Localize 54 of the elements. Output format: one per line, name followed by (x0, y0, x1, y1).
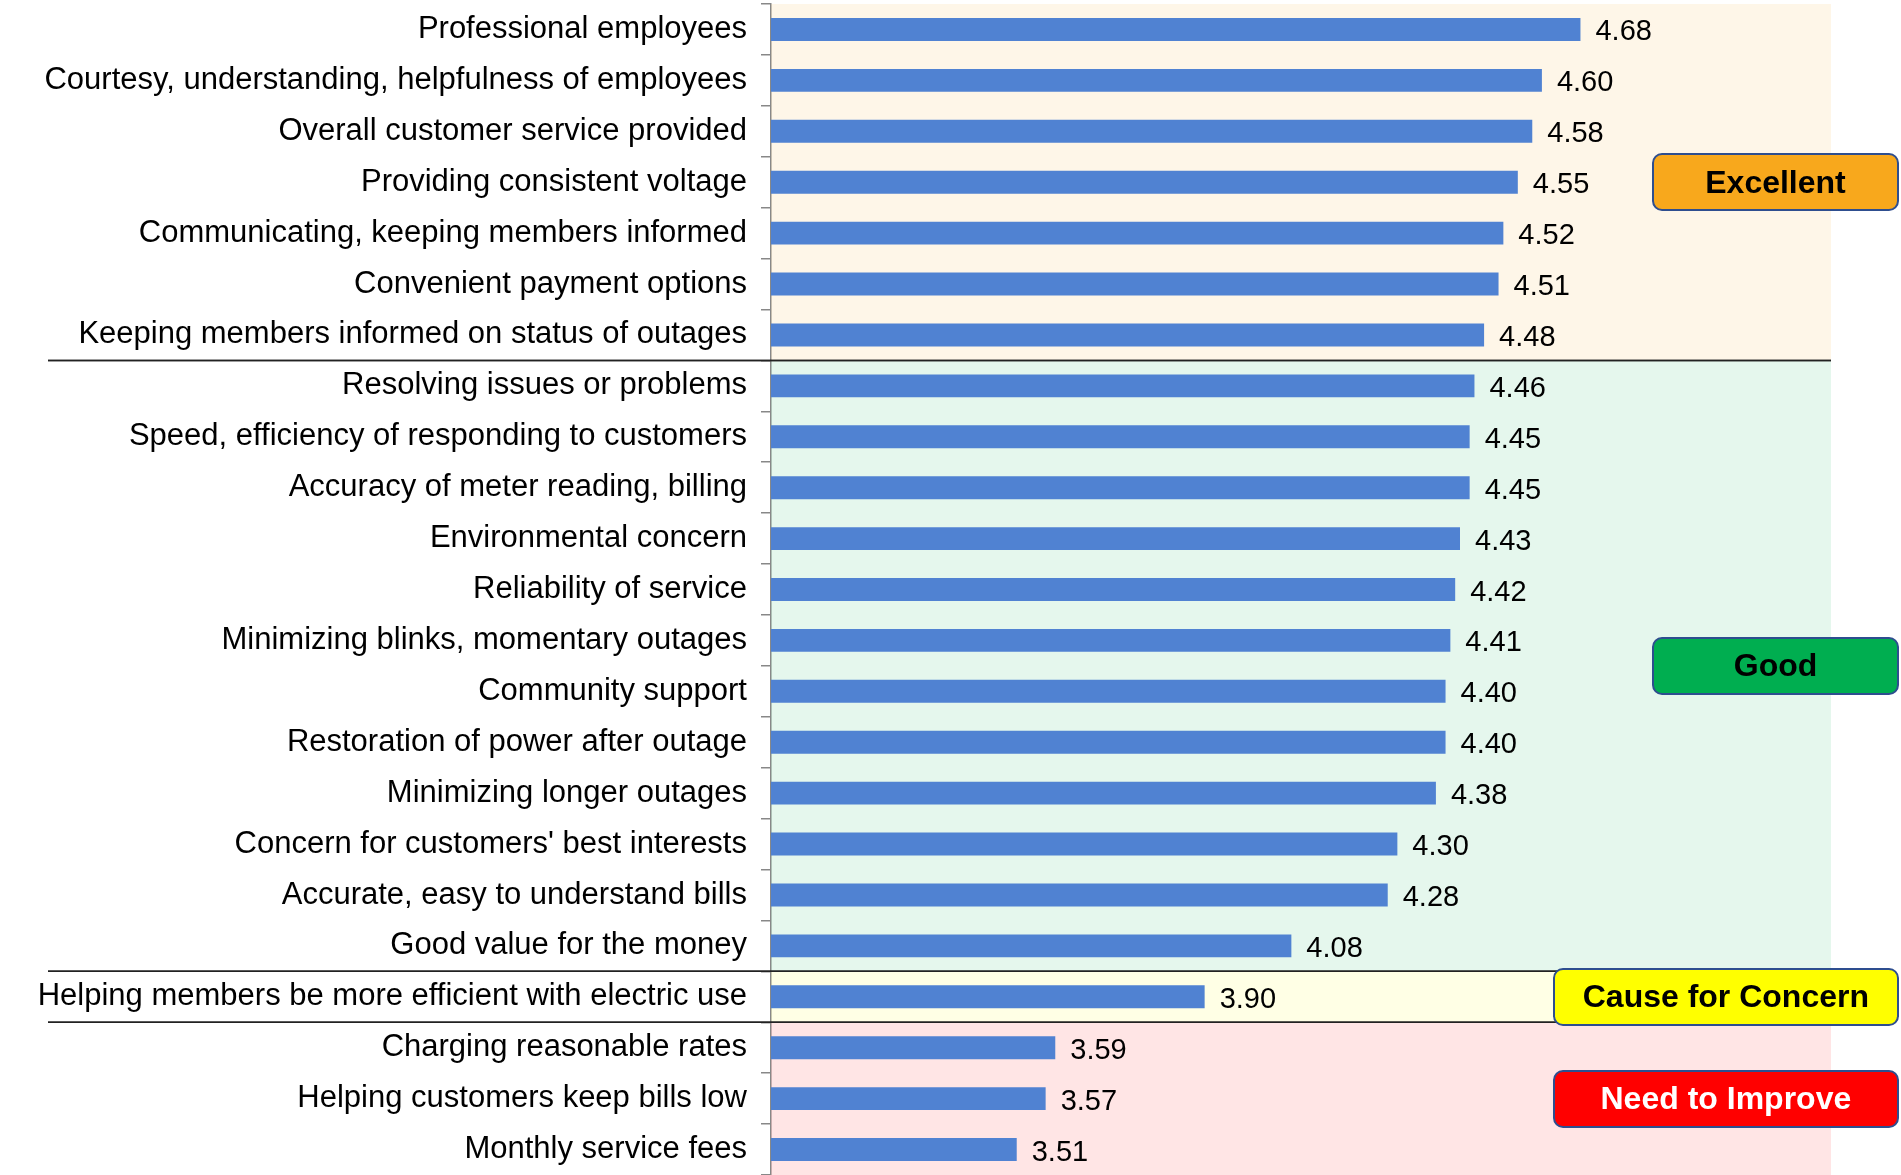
y-tick-label: Providing consistent voltage (360, 162, 747, 198)
band-label: Excellent (1705, 163, 1846, 201)
badge: Cause for Concern (1552, 967, 1899, 1026)
data-label: 4.68 (1595, 14, 1652, 47)
data-label: 4.28 (1402, 879, 1460, 912)
y-tick-label: Environmental concern (429, 519, 747, 555)
data-label: 3.51 (1031, 1134, 1089, 1167)
data-label: 4.38 (1450, 778, 1508, 811)
data-label: 3.59 (1070, 1032, 1127, 1065)
y-tick-label: Minimizing blinks, momentary outages (221, 620, 747, 656)
data-label: 4.48 (1499, 319, 1556, 352)
data-label: 4.45 (1484, 472, 1542, 505)
y-tick-label: Concern for customers' best interests (234, 824, 747, 860)
data-label: 4.08 (1306, 930, 1363, 963)
data-label: 4.60 (1556, 65, 1614, 98)
y-tick-label: Restoration of power after outage (286, 722, 747, 758)
y-tick-label: Accurate, easy to understand bills (281, 875, 747, 911)
data-label: 3.90 (1219, 981, 1277, 1014)
y-tick-label: Convenient payment options (354, 264, 747, 300)
y-tick-label: Speed, efficiency of responding to customers (128, 417, 747, 453)
data-label: 4.58 (1547, 116, 1604, 149)
y-tick-label: Reliability of service (473, 570, 747, 606)
data-label: 4.55 (1532, 167, 1590, 200)
y-tick-label: Minimizing longer outages (386, 773, 747, 809)
y-tick-label: Helping members be more efficient with electric use (37, 977, 747, 1013)
data-label: 4.52 (1518, 218, 1575, 251)
data-label: 4.40 (1460, 727, 1517, 760)
band-label: Cause for Concern (1582, 978, 1869, 1016)
y-tick-label: Communicating, keeping members informed (138, 213, 747, 249)
y-tick-label: Professional employees (417, 10, 747, 45)
data-label: 4.41 (1465, 625, 1522, 658)
data-label: 4.45 (1484, 421, 1542, 454)
band-label: Good (1733, 647, 1818, 685)
y-tick-label: Overall customer service provided (278, 111, 747, 147)
badge: Need to Improve (1552, 1069, 1899, 1128)
data-label: 4.46 (1489, 370, 1546, 403)
y-tick-label: Keeping members informed on status of outages (78, 315, 747, 351)
data-label: 4.40 (1460, 676, 1517, 709)
band-label: Need to Improve (1600, 1080, 1852, 1118)
y-tick-label: Helping customers keep bills low (297, 1079, 748, 1115)
y-tick-label: Monthly service fees (464, 1130, 747, 1166)
data-label: 4.42 (1470, 574, 1527, 607)
badge: Good (1652, 636, 1899, 695)
y-tick-label: Charging reasonable rates (381, 1028, 747, 1064)
data-label: 4.43 (1475, 523, 1532, 556)
y-tick-label: Accuracy of meter reading, billing (288, 468, 747, 504)
data-label: 4.30 (1412, 829, 1469, 862)
badge: Excellent (1652, 153, 1899, 212)
y-tick-label: Community support (478, 671, 748, 707)
y-tick-label: Courtesy, understanding, helpfulness of employees (44, 60, 747, 96)
data-label: 4.51 (1513, 269, 1570, 302)
y-tick-label: Good value for the money (390, 926, 748, 962)
data-label: 3.57 (1060, 1083, 1118, 1116)
y-tick-label: Resolving issues or problems (342, 366, 747, 402)
